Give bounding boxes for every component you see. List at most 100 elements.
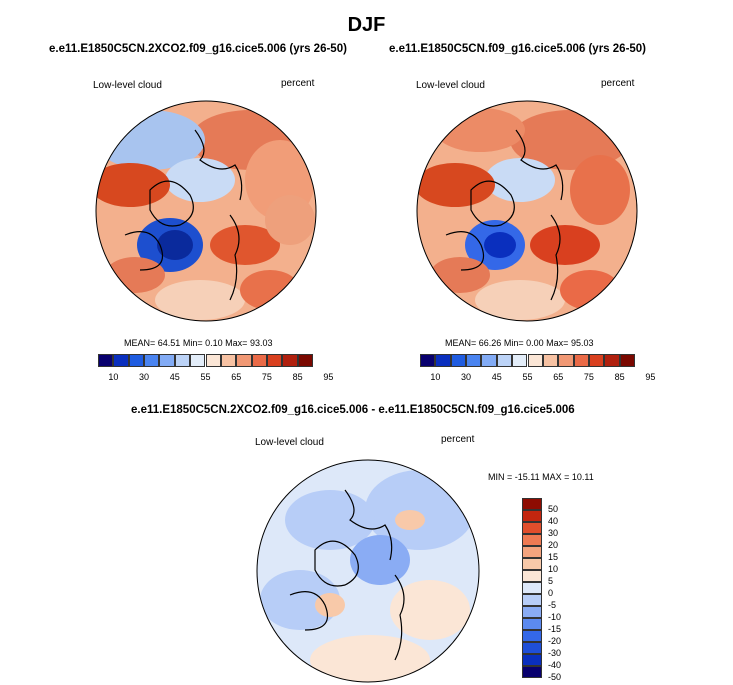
panel1-colorbar-swatch <box>159 354 175 367</box>
diff-colorbar-tick-label: 5 <box>548 576 554 586</box>
diff-colorbar-swatch <box>522 582 542 594</box>
diff-colorbar-tick-label: -40 <box>548 660 562 670</box>
panel1-colorbar-tick-label: 95 <box>323 372 334 382</box>
panel2-min-label: Min= <box>503 338 524 348</box>
panel1-mean: 64.51 <box>157 338 181 348</box>
diff-colorbar-swatch <box>522 606 542 618</box>
diff-title: e.e11.E1850C5CN.2XCO2.f09_g16.cice5.006 … <box>131 404 575 416</box>
panel1-colorbar-swatch <box>297 354 313 367</box>
diff-colorbar-swatch <box>522 546 542 558</box>
diff-colorbar-tick-label: -5 <box>548 600 557 610</box>
panel2-max-label: Max= <box>546 338 569 348</box>
panel2-colorbar-swatch <box>435 354 451 367</box>
panel2-colorbar-swatch <box>558 354 574 367</box>
panel1-colorbar-swatch <box>98 354 114 367</box>
diff-colorbar-tick-label: 50 <box>548 504 559 514</box>
diff-colorbar-tick-label: -15 <box>548 624 562 634</box>
panel2-mean: 66.26 <box>478 338 502 348</box>
panel2-variable: Low-level cloud <box>416 80 485 91</box>
diff-colorbar-swatch <box>522 654 542 666</box>
diff-colorbar-tick-label: -50 <box>548 672 562 682</box>
panel2-colorbar-swatch <box>588 354 605 367</box>
panel2-stats: MEAN= 66.26 Min= 0.00 Max= 95.03 <box>445 338 593 348</box>
panel2-colorbar-swatch <box>420 354 436 367</box>
panel2-colorbar-labels: 10 30 45 55 65 75 85 95 <box>420 372 655 384</box>
diff-colorbar-swatch <box>522 558 542 570</box>
panel2-colorbar-tick-label: 45 <box>491 372 502 382</box>
panel1-colorbar-swatch <box>205 354 221 367</box>
diff-colorbar-swatch <box>522 534 542 546</box>
panel1-colorbar-swatch <box>190 354 206 367</box>
diff-colorbar-tick-label: -10 <box>548 612 562 622</box>
panel1-colorbar-tick-label: 10 <box>108 372 119 382</box>
diff-colorbar-tick-label: 15 <box>548 552 559 562</box>
panel1-colorbar-swatch <box>174 354 191 367</box>
panel2-colorbar-swatch <box>527 354 543 367</box>
panel2-case-title: e.e11.E1850C5CN.f09_g16.cice5.006 (yrs 2… <box>389 43 647 55</box>
panel1-min: 0.10 <box>205 338 223 348</box>
diff-colorbar-swatch <box>522 522 542 534</box>
panel1-colorbar-tick-label: 45 <box>169 372 180 382</box>
diff-colorbar-swatch <box>522 618 542 630</box>
panel1-units: percent <box>281 78 315 89</box>
panel1-colorbar-swatch <box>128 354 145 367</box>
panel1-mean-label: MEAN= <box>124 338 156 348</box>
panel1-colorbar-tick-label: 75 <box>261 372 272 382</box>
panel1-colorbar-tick-label: 55 <box>200 372 211 382</box>
panel2-units: percent <box>601 78 635 89</box>
panel2-max: 95.03 <box>570 338 594 348</box>
panel1-max-label: Max= <box>225 338 248 348</box>
panel2-colorbar-tick-label: 55 <box>522 372 533 382</box>
panel2-colorbar-swatch <box>604 354 620 367</box>
panel1-colorbar-swatch <box>236 354 252 367</box>
panel2-colorbar-tick-label: 10 <box>430 372 441 382</box>
panel2-colorbar-swatch <box>496 354 513 367</box>
panel2-colorbar-tick-label: 65 <box>553 372 564 382</box>
panel2-colorbar-swatch <box>481 354 497 367</box>
panel1-stats: MEAN= 64.51 Min= 0.10 Max= 93.03 <box>124 338 272 348</box>
panel2-colorbar-swatch <box>619 354 635 367</box>
panel1-colorbar-swatch <box>251 354 267 367</box>
panel2-colorbar-tick-label: 95 <box>645 372 656 382</box>
panel1-colorbar <box>98 354 313 367</box>
panel1-colorbar-swatch <box>144 354 160 367</box>
diff-colorbar-tick-label: 0 <box>548 588 554 598</box>
panel2-mean-label: MEAN= <box>445 338 477 348</box>
panel2-colorbar-swatch <box>512 354 528 367</box>
diff-colorbar-swatch <box>522 666 542 678</box>
diff-colorbar-tick-label: -30 <box>548 648 562 658</box>
panel2-colorbar-tick-label: 30 <box>461 372 472 382</box>
diff-colorbar-tick-label: 20 <box>548 540 559 550</box>
panel2-colorbar-swatch <box>542 354 559 367</box>
panel2-colorbar-swatch <box>450 354 467 367</box>
diff-colorbar-swatch <box>522 498 542 510</box>
panel1-colorbar-swatch <box>266 354 283 367</box>
panel2-min: 0.00 <box>526 338 544 348</box>
diff-colorbar-swatch <box>522 510 542 522</box>
panel2-colorbar-tick-label: 85 <box>614 372 625 382</box>
panel1-case-title: e.e11.E1850C5CN.2XCO2.f09_g16.cice5.006 … <box>49 43 347 55</box>
diff-variable: Low-level cloud <box>255 437 324 448</box>
panel1-variable: Low-level cloud <box>93 80 162 91</box>
panel1-colorbar-swatch <box>282 354 298 367</box>
panel1-colorbar-labels: 10 30 45 55 65 75 85 95 <box>98 372 333 384</box>
panel1-max: 93.03 <box>249 338 273 348</box>
page-title: DJF <box>347 14 386 36</box>
diff-colorbar-swatch <box>522 642 542 654</box>
diff-colorbar-tick-label: 40 <box>548 516 559 526</box>
panel1-colorbar-tick-label: 30 <box>139 372 150 382</box>
diff-units: percent <box>441 434 475 445</box>
diff-colorbar-swatch <box>522 570 542 582</box>
diff-colorbar-swatch <box>522 594 542 606</box>
panel1-colorbar-tick-label: 85 <box>292 372 303 382</box>
panel2-colorbar-swatch <box>573 354 589 367</box>
diff-colorbar-tick-label: 30 <box>548 528 559 538</box>
panel1-colorbar-swatch <box>220 354 237 367</box>
diff-colorbar-tick-label: -20 <box>548 636 562 646</box>
panel2-colorbar-tick-label: 75 <box>583 372 594 382</box>
diff-minmax: MIN = -15.11 MAX = 10.11 <box>488 472 594 482</box>
diff-colorbar-labels: 50 40 30 20 15 10 5 0 -5 -10 -15 -20 -30 -40 -50 <box>548 498 578 682</box>
panel1-min-label: Min= <box>182 338 203 348</box>
panel2-colorbar <box>420 354 635 367</box>
